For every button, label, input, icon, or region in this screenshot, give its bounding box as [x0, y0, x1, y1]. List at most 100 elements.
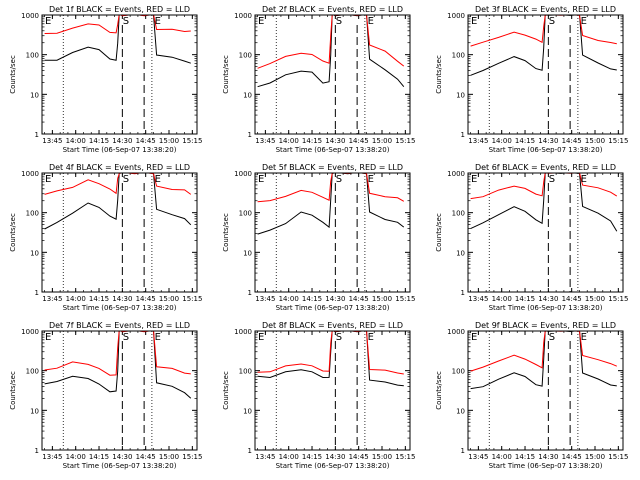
y-axis-label: Counts/sec — [222, 213, 230, 252]
x-tick-label: 13:45 — [255, 295, 275, 303]
x-tick-label: 14:15 — [515, 295, 535, 303]
x-tick-label: 14:45 — [562, 137, 582, 145]
y-tick-label: 1000 — [447, 170, 465, 178]
plot-frame — [41, 330, 198, 451]
plot-frame — [467, 14, 624, 135]
x-tick-label: 15:00 — [372, 453, 392, 461]
interval-marker-e: E — [368, 332, 374, 343]
y-tick-label: 1000 — [234, 12, 252, 20]
x-tick-label: 15:00 — [585, 295, 605, 303]
x-tick-label: 14:15 — [515, 137, 535, 145]
x-tick-label: 13:45 — [468, 453, 488, 461]
panel-title: Det 9f BLACK = Events, RED = LLD — [475, 321, 616, 330]
y-tick-label: 1 — [461, 131, 465, 139]
y-axis-label: Counts/sec — [9, 213, 17, 252]
y-tick-label: 100 — [26, 210, 39, 218]
y-tick-label: 10 — [243, 91, 252, 99]
plot-frame — [41, 14, 198, 135]
x-tick-label: 14:15 — [515, 453, 535, 461]
interval-marker-s: S — [123, 332, 129, 343]
x-tick-label: 15:00 — [159, 453, 179, 461]
x-tick-label: 15:15 — [182, 137, 202, 145]
interval-marker-s: S — [549, 174, 555, 185]
x-tick-label: 14:45 — [349, 137, 369, 145]
panel-title: Det 6f BLACK = Events, RED = LLD — [475, 163, 616, 172]
panel-det-3f: Det 3f BLACK = Events, RED = LLD Counts/s… — [435, 5, 628, 154]
panel-title: Det 4f BLACK = Events, RED = LLD — [49, 163, 190, 172]
series-line-events — [257, 331, 404, 387]
plot-frame — [41, 172, 198, 293]
x-tick-label: 14:45 — [136, 453, 156, 461]
interval-marker-e: E — [155, 16, 161, 27]
y-tick-label: 100 — [26, 52, 39, 60]
panel-title: Det 1f BLACK = Events, RED = LLD — [49, 5, 190, 14]
x-tick-label: 14:00 — [279, 295, 299, 303]
interval-marker-e: E — [581, 332, 587, 343]
x-tick-label: 14:00 — [492, 453, 512, 461]
series-line-lld — [257, 331, 404, 375]
y-axis-label: Counts/sec — [222, 371, 230, 410]
interval-marker-e: E — [45, 174, 51, 185]
y-axis-label: Counts/sec — [435, 55, 443, 94]
x-tick-label: 14:15 — [302, 453, 322, 461]
series-line-events — [470, 15, 617, 76]
x-tick-label: 15:00 — [372, 295, 392, 303]
y-axis-label: Counts/sec — [9, 371, 17, 410]
y-tick-label: 100 — [239, 368, 252, 376]
x-tick-label: 14:15 — [302, 295, 322, 303]
x-axis-label: Start Time (06-Sep-07 13:38:20) — [63, 462, 177, 470]
interval-marker-e: E — [258, 332, 264, 343]
interval-marker-e: E — [581, 16, 587, 27]
x-tick-label: 14:15 — [89, 137, 109, 145]
x-tick-label: 15:15 — [182, 295, 202, 303]
x-tick-label: 14:30 — [112, 295, 132, 303]
x-tick-label: 14:00 — [66, 295, 86, 303]
y-tick-label: 1 — [35, 289, 39, 297]
interval-marker-e: E — [155, 332, 161, 343]
interval-marker-e: E — [258, 16, 264, 27]
interval-marker-s: S — [549, 16, 555, 27]
x-tick-label: 14:30 — [538, 453, 558, 461]
x-tick-label: 15:15 — [182, 453, 202, 461]
x-tick-label: 15:15 — [395, 137, 415, 145]
series-line-events — [44, 15, 191, 64]
y-tick-label: 1000 — [21, 328, 39, 336]
x-tick-label: 14:30 — [538, 295, 558, 303]
series-line-events — [257, 15, 405, 88]
y-tick-label: 1000 — [447, 328, 465, 336]
panel-det-8f: Det 8f BLACK = Events, RED = LLD Counts/s… — [222, 321, 415, 470]
series-line-lld — [470, 173, 618, 200]
interval-marker-s: S — [549, 332, 555, 343]
y-tick-label: 100 — [239, 210, 252, 218]
series-line-lld — [44, 173, 192, 195]
x-tick-label: 13:45 — [255, 453, 275, 461]
y-tick-label: 1000 — [21, 12, 39, 20]
interval-marker-s: S — [336, 174, 342, 185]
panel-title: Det 7f BLACK = Events, RED = LLD — [49, 321, 190, 330]
series-line-events — [44, 331, 192, 399]
x-tick-label: 14:00 — [279, 453, 299, 461]
x-tick-label: 14:45 — [349, 453, 369, 461]
x-tick-label: 15:15 — [608, 295, 628, 303]
x-tick-label: 13:45 — [42, 295, 62, 303]
x-axis-label: Start Time (06-Sep-07 13:38:20) — [276, 462, 390, 470]
x-tick-label: 15:15 — [395, 295, 415, 303]
x-axis-label: Start Time (06-Sep-07 13:38:20) — [63, 304, 177, 312]
y-tick-label: 1000 — [447, 12, 465, 20]
y-axis-label: Counts/sec — [9, 55, 17, 94]
x-tick-label: 13:45 — [255, 137, 275, 145]
x-tick-label: 15:00 — [159, 137, 179, 145]
x-tick-label: 14:30 — [538, 137, 558, 145]
x-tick-label: 14:15 — [302, 137, 322, 145]
interval-marker-s: S — [123, 16, 129, 27]
y-tick-label: 1000 — [21, 170, 39, 178]
panel-det-1f: Det 1f BLACK = Events, RED = LLD Counts/s… — [9, 5, 202, 154]
panel-title: Det 2f BLACK = Events, RED = LLD — [262, 5, 403, 14]
panel-det-7f: Det 7f BLACK = Events, RED = LLD Counts/s… — [9, 321, 202, 470]
x-tick-label: 14:45 — [562, 295, 582, 303]
x-tick-label: 14:45 — [136, 137, 156, 145]
x-tick-label: 15:00 — [585, 137, 605, 145]
y-tick-label: 1 — [461, 447, 465, 455]
x-tick-label: 15:00 — [372, 137, 392, 145]
